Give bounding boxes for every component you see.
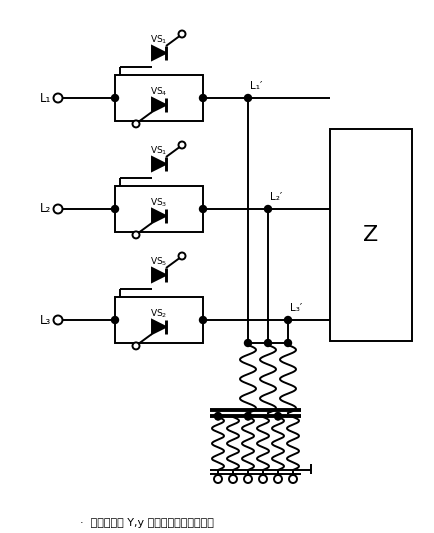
Circle shape	[132, 342, 139, 350]
Circle shape	[214, 414, 220, 420]
Circle shape	[199, 94, 206, 101]
Circle shape	[264, 206, 271, 213]
Circle shape	[199, 206, 206, 213]
Text: VS$_3$: VS$_3$	[150, 197, 168, 209]
Circle shape	[214, 413, 221, 419]
Text: L₂′: L₂′	[270, 192, 282, 202]
Circle shape	[228, 475, 237, 483]
Circle shape	[214, 475, 221, 483]
Circle shape	[244, 414, 250, 420]
Text: VS$_1$: VS$_1$	[150, 34, 168, 46]
Text: L₃′: L₃′	[289, 303, 302, 313]
Bar	[115, 75, 203, 121]
Circle shape	[53, 205, 62, 214]
Polygon shape	[151, 98, 166, 112]
Text: Z: Z	[362, 225, 378, 245]
Text: VS$_5$: VS$_5$	[150, 256, 168, 268]
Text: L₃: L₃	[39, 313, 51, 327]
Polygon shape	[151, 157, 166, 171]
Text: VS$_1$: VS$_1$	[150, 145, 168, 157]
Circle shape	[273, 475, 281, 483]
Circle shape	[132, 120, 139, 127]
Circle shape	[132, 231, 139, 238]
Circle shape	[284, 340, 291, 346]
Circle shape	[288, 475, 296, 483]
Circle shape	[284, 317, 291, 324]
Bar	[115, 297, 203, 343]
Circle shape	[178, 30, 185, 37]
Circle shape	[244, 94, 251, 101]
Circle shape	[258, 475, 266, 483]
Circle shape	[244, 340, 251, 346]
Text: ·  同步电压经 Y,y 二相变压器的副边取出: · 同步电压经 Y,y 二相变压器的副边取出	[80, 518, 214, 528]
Circle shape	[53, 93, 62, 102]
Circle shape	[274, 414, 280, 420]
Polygon shape	[151, 209, 166, 223]
Bar	[115, 186, 203, 232]
Polygon shape	[151, 46, 166, 60]
Text: VS$_2$: VS$_2$	[150, 308, 167, 320]
Circle shape	[111, 317, 118, 324]
Circle shape	[53, 316, 62, 325]
Circle shape	[264, 340, 271, 346]
Polygon shape	[151, 268, 166, 282]
Circle shape	[199, 317, 206, 324]
Circle shape	[178, 141, 185, 149]
Circle shape	[244, 413, 251, 419]
Text: L₁′: L₁′	[250, 81, 262, 91]
Circle shape	[111, 94, 118, 101]
Polygon shape	[151, 320, 166, 334]
Text: VS$_4$: VS$_4$	[150, 86, 168, 98]
Circle shape	[178, 253, 185, 260]
Circle shape	[111, 206, 118, 213]
Text: L₁: L₁	[39, 92, 51, 104]
Circle shape	[274, 413, 281, 419]
Text: L₂: L₂	[39, 203, 51, 215]
Circle shape	[243, 475, 251, 483]
Bar	[329, 129, 411, 341]
